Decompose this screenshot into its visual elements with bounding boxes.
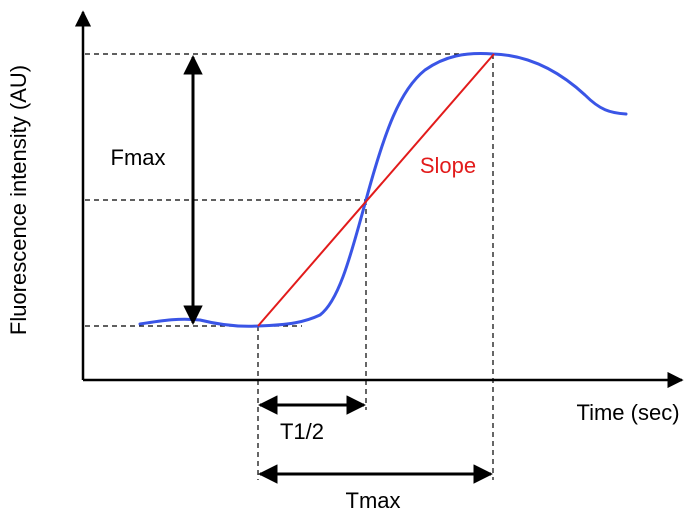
fmax-label: Fmax xyxy=(111,145,166,170)
fluorescence-curve xyxy=(138,52,628,328)
t-half-label: T1/2 xyxy=(280,419,324,444)
x-axis-label: Time (sec) xyxy=(576,400,679,425)
guide-lines xyxy=(85,53,494,480)
tmax-label: Tmax xyxy=(346,488,401,513)
slope-line xyxy=(257,53,495,327)
slope-label: Slope xyxy=(420,153,476,178)
y-axis-label: Fluorescence intensity (AU) xyxy=(6,65,31,335)
